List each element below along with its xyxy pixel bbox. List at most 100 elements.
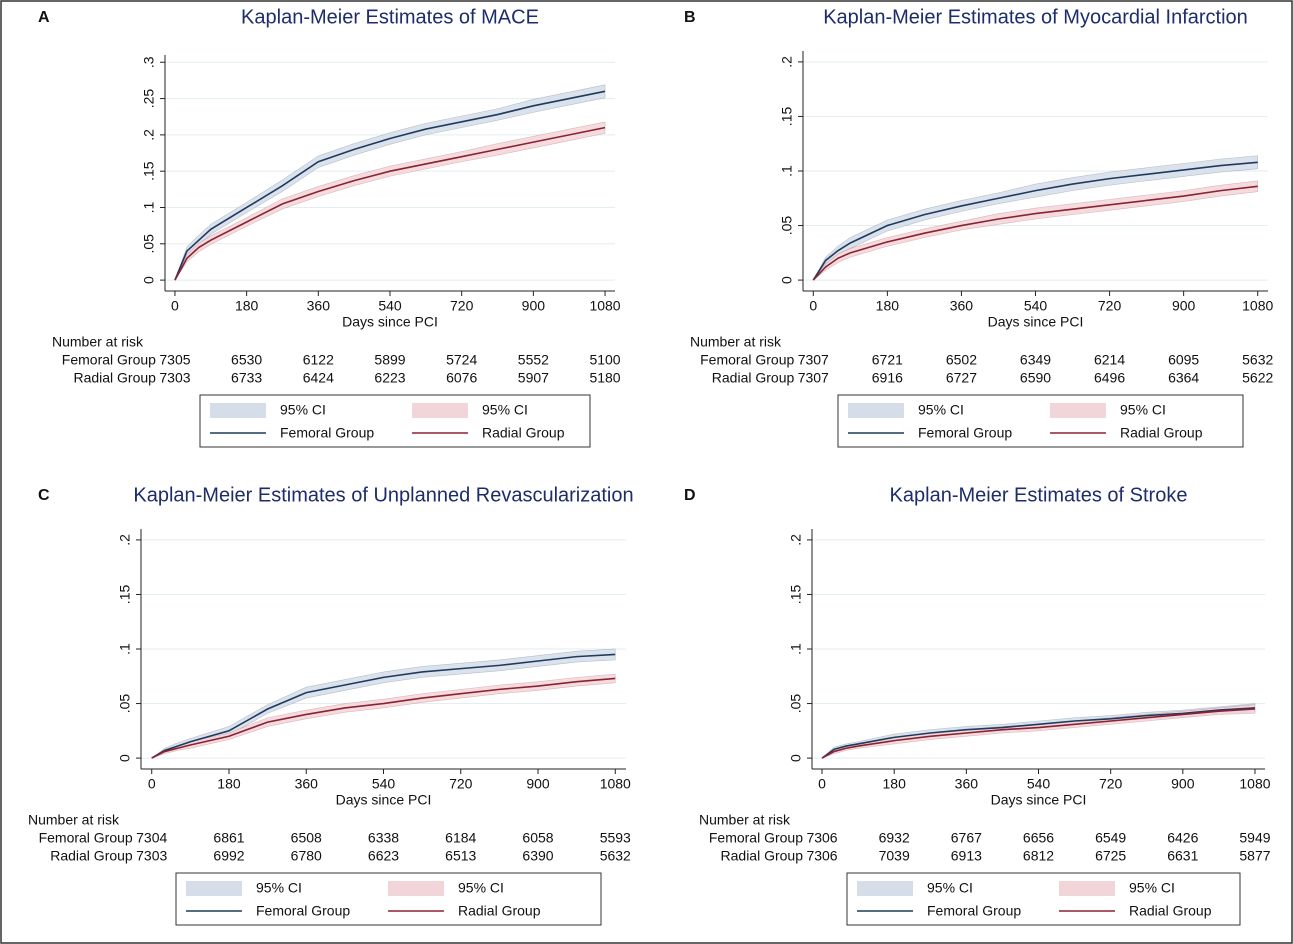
risk-row-name: Femoral Group: [709, 830, 803, 846]
legend-ci-swatch: [848, 403, 904, 418]
x-tick-label: 1080: [589, 298, 620, 314]
survival-line: [151, 653, 616, 759]
legend-ci-label: 95% CI: [458, 880, 504, 896]
x-tick-label: 900: [1172, 298, 1196, 314]
y-tick-label: .1: [141, 201, 157, 213]
risk-count: 5593: [600, 830, 631, 846]
y-tick-label: .15: [779, 107, 795, 127]
legend-ci-label: 95% CI: [927, 880, 973, 896]
x-tick-label: 1080: [1239, 776, 1270, 792]
risk-count: 6932: [879, 830, 910, 846]
x-tick-label: 180: [217, 776, 241, 792]
risk-count: 7304: [136, 830, 167, 846]
risk-count: 7307: [798, 370, 829, 386]
legend-label: Femoral Group: [927, 903, 1021, 919]
risk-title: Number at risk: [699, 812, 791, 828]
risk-count: 6349: [1020, 352, 1051, 368]
x-tick-label: 360: [295, 776, 319, 792]
x-tick-label: 540: [1027, 776, 1051, 792]
legend-ci-swatch: [210, 403, 266, 418]
risk-count: 7307: [798, 352, 829, 368]
legend-ci-label: 95% CI: [482, 402, 528, 418]
chart-title: Kaplan-Meier Estimates of MACE: [241, 6, 539, 28]
y-tick-label: .2: [117, 534, 133, 546]
risk-count: 5877: [1239, 848, 1270, 864]
x-tick-label: 540: [372, 776, 396, 792]
risk-count: 6513: [445, 848, 476, 864]
y-tick-label: 0: [779, 276, 795, 284]
risk-count: 5907: [518, 370, 549, 386]
legend-label: Femoral Group: [918, 425, 1012, 441]
y-tick-label: 0: [117, 754, 133, 762]
x-tick-label: 180: [876, 298, 900, 314]
x-tick-label: 0: [148, 776, 156, 792]
y-tick-label: 0: [788, 754, 804, 762]
survival-line: [821, 708, 1256, 759]
y-tick-label: .3: [141, 56, 157, 68]
legend-ci-swatch: [186, 881, 242, 896]
x-tick-label: 360: [307, 298, 331, 314]
y-tick-label: .05: [788, 694, 804, 714]
chart-title: Kaplan-Meier Estimates of Stroke: [890, 484, 1188, 506]
risk-row-name: Radial Group: [712, 370, 795, 386]
risk-count: 7306: [806, 848, 837, 864]
legend-label: Radial Group: [482, 425, 565, 441]
y-tick-label: .25: [141, 89, 157, 109]
risk-count: 6656: [1023, 830, 1054, 846]
risk-count: 6076: [446, 370, 477, 386]
risk-count: 6780: [291, 848, 322, 864]
risk-row-name: Radial Group: [721, 848, 804, 864]
risk-count: 6530: [231, 352, 262, 368]
risk-title: Number at risk: [690, 334, 782, 350]
x-tick-label: 0: [818, 776, 826, 792]
risk-count: 7039: [879, 848, 910, 864]
risk-row-name: Radial Group: [73, 370, 156, 386]
x-axis-title: Days since PCI: [342, 314, 438, 330]
chart-title: Kaplan-Meier Estimates of Unplanned Reva…: [133, 484, 633, 506]
panel-letter: C: [38, 487, 50, 504]
risk-row-name: Radial Group: [50, 848, 133, 864]
risk-count: 6725: [1095, 848, 1126, 864]
x-tick-label: 720: [1098, 298, 1122, 314]
x-tick-label: 1080: [600, 776, 631, 792]
y-tick-label: .1: [788, 643, 804, 655]
legend-ci-swatch: [1050, 403, 1106, 418]
panel-letter: A: [38, 9, 50, 26]
y-tick-label: .1: [779, 165, 795, 177]
legend-ci-label: 95% CI: [1120, 402, 1166, 418]
risk-count: 6767: [951, 830, 982, 846]
risk-count: 7305: [159, 352, 190, 368]
risk-count: 6631: [1167, 848, 1198, 864]
risk-count: 6058: [522, 830, 553, 846]
x-axis-title: Days since PCI: [336, 792, 432, 808]
risk-count: 6496: [1094, 370, 1125, 386]
risk-title: Number at risk: [28, 812, 120, 828]
panel-letter: B: [684, 9, 696, 26]
survival-line: [151, 677, 616, 759]
panel-letter: D: [684, 487, 696, 504]
risk-count: 6390: [522, 848, 553, 864]
x-tick-label: 0: [171, 298, 179, 314]
y-tick-label: .05: [779, 216, 795, 236]
risk-count: 6095: [1168, 352, 1199, 368]
y-tick-label: .15: [117, 585, 133, 605]
survival-line: [812, 161, 1258, 281]
y-tick-label: .15: [141, 161, 157, 181]
risk-row-name: Femoral Group: [39, 830, 133, 846]
risk-count: 6508: [291, 830, 322, 846]
x-tick-label: 0: [809, 298, 817, 314]
risk-count: 5622: [1242, 370, 1273, 386]
x-tick-label: 1080: [1242, 298, 1273, 314]
risk-count: 6214: [1094, 352, 1125, 368]
x-tick-label: 900: [1171, 776, 1195, 792]
x-tick-label: 720: [449, 776, 473, 792]
risk-count: 6721: [872, 352, 903, 368]
risk-count: 6426: [1167, 830, 1198, 846]
risk-count: 5899: [374, 352, 405, 368]
y-tick-label: .05: [141, 234, 157, 254]
x-tick-label: 360: [955, 776, 979, 792]
risk-count: 6913: [951, 848, 982, 864]
risk-count: 5100: [589, 352, 620, 368]
